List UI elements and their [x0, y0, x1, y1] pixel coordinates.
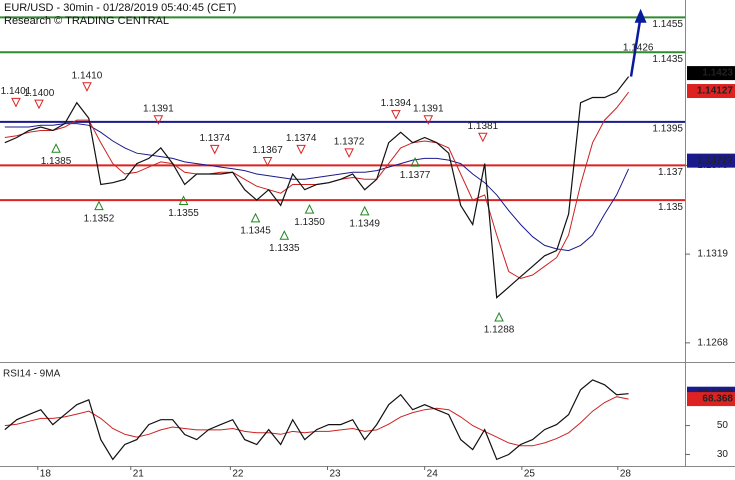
x-tick-label: 22	[232, 469, 244, 480]
chart-subtitle: Research © TRADING CENTRAL	[4, 15, 169, 27]
resistance-marker	[344, 148, 354, 158]
forecast-arrow	[629, 16, 642, 77]
price-marker-label: 1.1423	[702, 68, 733, 79]
x-tick-label: 28	[620, 469, 632, 480]
support-marker	[178, 195, 189, 205]
price-marker-label: 1.13727	[697, 155, 734, 166]
annotation-label: 1.1367	[252, 145, 283, 156]
annotation-label: 1.1374	[286, 133, 317, 144]
annotation-label: 1.1352	[84, 213, 115, 224]
annotation-label: 1.1345	[240, 225, 271, 236]
x-tick-label: 18	[40, 469, 52, 480]
level-label: 1.1435	[652, 54, 683, 65]
resistance-marker	[296, 144, 306, 155]
price-marker-label: 68.368	[702, 394, 733, 405]
level-label: 1.135	[658, 202, 683, 213]
annotation-label: 1.1349	[349, 219, 380, 230]
price-axis	[686, 365, 735, 466]
resistance-marker	[153, 115, 164, 125]
resistance-marker	[262, 157, 273, 167]
arrow-head	[634, 8, 647, 23]
annotation-label: 1.1377	[400, 170, 431, 181]
annotation-label: 1.1410	[72, 70, 103, 81]
x-tick-label: 25	[524, 469, 536, 480]
annotation-label: 1.1372	[334, 136, 365, 147]
price-marker-box	[687, 66, 735, 81]
level-label: 1.137	[658, 167, 683, 178]
price-marker-label: 1.14127	[697, 86, 734, 97]
y-tick-label: 1.1319	[697, 249, 728, 260]
resistance-marker	[391, 110, 401, 120]
support-marker	[494, 311, 504, 322]
y-tick-label: 30	[717, 449, 729, 460]
annotation-label: 1.1374	[199, 133, 230, 144]
x-tick-label: 24	[427, 469, 439, 480]
annotation-label: 1.1350	[294, 217, 325, 228]
level-label: 1.1455	[652, 19, 683, 30]
resistance-marker	[423, 115, 434, 125]
resistance-marker	[478, 132, 488, 143]
y-tick-label: 50	[717, 420, 729, 431]
price-marker-box	[687, 84, 735, 99]
series-line	[4, 123, 630, 252]
series-line	[4, 396, 629, 447]
annotation-label: 1.1385	[41, 156, 72, 167]
annotation-label: 1.1335	[269, 243, 300, 254]
annotation-label: 1.1381	[468, 121, 499, 132]
support-marker	[250, 212, 261, 223]
annotation-label: 1.1400	[24, 88, 55, 99]
support-marker	[279, 230, 290, 240]
annotation-label: 1.1391	[413, 103, 444, 114]
annotation-label: 1.1391	[143, 103, 174, 114]
resistance-marker	[34, 99, 44, 110]
annotation-label: 1.1288	[484, 325, 515, 336]
support-marker	[359, 205, 370, 216]
x-tick-label: 21	[133, 469, 145, 480]
x-tick-label: 23	[330, 469, 342, 480]
resistance-marker	[209, 144, 220, 155]
annotation-label: 1.1394	[381, 98, 412, 109]
support-marker	[304, 204, 315, 214]
support-marker	[51, 143, 61, 153]
panel-title: RSI14 - 9MA	[3, 369, 61, 380]
chart-title: EUR/USD - 30min - 01/28/2019 05:40:45 (C…	[4, 2, 236, 14]
resistance-marker	[82, 82, 92, 92]
annotation-label: 1.1401	[1, 86, 32, 97]
support-marker	[410, 157, 420, 167]
y-tick-label: 1.1268	[697, 337, 728, 348]
series-line	[4, 379, 629, 461]
price-axis	[686, 0, 735, 362]
support-marker	[94, 200, 104, 211]
price-marker-box	[687, 392, 735, 407]
annotation-label: 1.1355	[168, 208, 199, 219]
price-marker-box	[687, 153, 735, 168]
annotation-label: 1.1426	[623, 43, 654, 54]
series-line	[4, 76, 630, 299]
resistance-marker	[11, 97, 21, 108]
level-label: 1.1395	[652, 123, 683, 134]
